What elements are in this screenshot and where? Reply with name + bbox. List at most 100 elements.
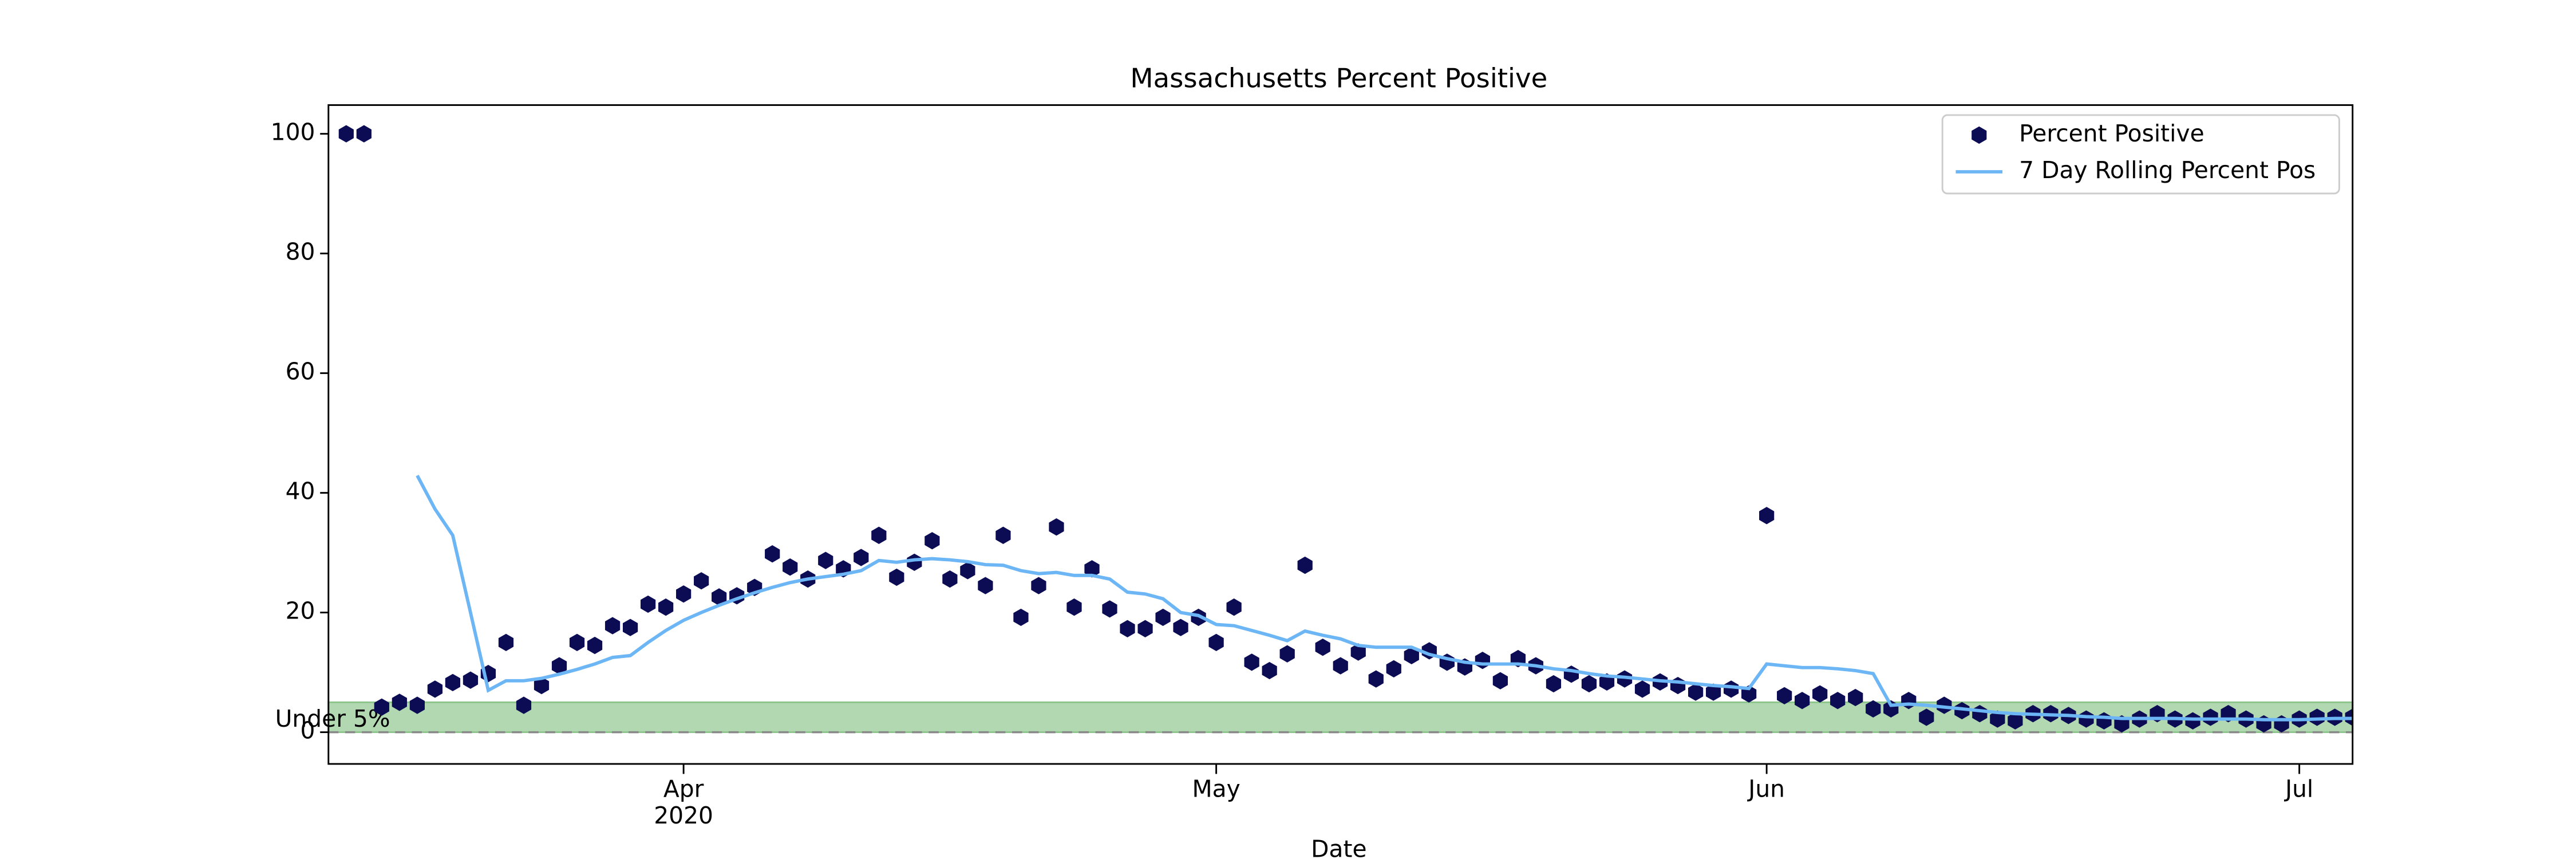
data-point <box>1866 700 1881 718</box>
data-point <box>1031 577 1046 594</box>
y-tick-label: 0 <box>301 717 315 744</box>
legend-label: 7 Day Rolling Percent Pos <box>2019 156 2316 184</box>
data-point <box>356 125 372 143</box>
data-point <box>871 526 887 544</box>
data-point <box>409 696 425 714</box>
data-point <box>1208 633 1224 651</box>
data-point <box>1013 608 1029 626</box>
data-point <box>712 588 727 606</box>
data-point <box>1848 688 1863 707</box>
data-point <box>1386 660 1401 677</box>
data-point <box>392 693 407 711</box>
x-offset-label: 2020 <box>654 802 713 829</box>
data-point <box>1137 620 1153 637</box>
data-point <box>889 568 904 586</box>
y-tick-label: 80 <box>286 238 315 266</box>
data-point <box>765 545 780 563</box>
data-point <box>854 549 869 566</box>
data-point <box>1617 670 1633 688</box>
data-point <box>1795 692 1810 710</box>
data-point <box>1546 675 1562 693</box>
legend-marker <box>1971 126 1987 144</box>
data-point <box>1084 560 1100 578</box>
y-tick-label: 40 <box>286 478 315 505</box>
data-point <box>694 572 709 590</box>
data-point <box>2203 708 2218 726</box>
data-point <box>622 618 638 636</box>
data-point <box>427 680 443 698</box>
data-point <box>783 558 798 576</box>
data-point <box>1724 680 1739 698</box>
data-point <box>1777 687 1792 704</box>
data-point <box>1705 683 1721 701</box>
data-point <box>338 125 354 143</box>
data-point <box>1990 710 2005 728</box>
data-point <box>1919 708 1934 726</box>
data-point <box>1581 675 1597 693</box>
data-point <box>978 577 993 594</box>
data-point <box>1102 600 1117 618</box>
data-point <box>2185 712 2200 730</box>
data-point <box>1475 652 1491 669</box>
data-point <box>1954 702 1970 720</box>
data-point <box>1279 645 1295 663</box>
data-point <box>1262 661 1277 680</box>
data-point <box>658 598 674 616</box>
data-point <box>1333 657 1348 675</box>
data-point <box>1066 598 1082 616</box>
data-point <box>1830 692 1846 710</box>
data-point <box>1350 643 1366 661</box>
legend-label: Percent Positive <box>2019 120 2204 147</box>
data-point <box>1937 696 1952 714</box>
x-tick-label: Jul <box>2283 775 2313 803</box>
data-point <box>818 551 833 569</box>
data-point <box>498 633 514 651</box>
data-point <box>1812 685 1828 703</box>
band-label: Under 5% <box>275 705 390 732</box>
data-point <box>1563 665 1579 683</box>
data-point <box>1492 672 1508 689</box>
data-point <box>907 553 922 571</box>
data-point <box>569 633 585 651</box>
y-tick-label: 20 <box>286 597 315 625</box>
x-tick-label: Jun <box>1747 775 1785 803</box>
x-tick-label: Apr <box>663 775 704 803</box>
data-point <box>640 595 656 613</box>
data-point <box>1688 683 1704 701</box>
data-point <box>463 671 479 689</box>
data-point <box>1670 676 1686 695</box>
data-point <box>534 676 550 695</box>
data-point <box>2079 710 2094 728</box>
data-point <box>605 617 621 635</box>
data-point <box>1634 680 1650 698</box>
data-point <box>1368 670 1384 688</box>
rolling-line <box>416 474 2353 722</box>
data-point <box>995 526 1011 544</box>
data-point <box>1297 556 1313 574</box>
legend-box <box>1941 114 2340 195</box>
data-point <box>374 698 389 716</box>
data-point <box>2008 712 2023 730</box>
data-point <box>924 532 940 550</box>
x-tick-label: May <box>1192 775 1240 803</box>
data-point <box>1173 618 1188 636</box>
data-point <box>1049 518 1064 536</box>
data-point <box>1244 653 1259 671</box>
data-point <box>516 696 532 714</box>
data-point <box>1226 598 1242 616</box>
data-point <box>676 585 692 603</box>
data-point <box>1120 620 1135 637</box>
data-point <box>551 657 567 675</box>
x-axis-label: Date <box>1311 835 1366 859</box>
y-tick-label: 60 <box>286 358 315 385</box>
data-point <box>1155 608 1171 626</box>
data-point <box>1315 639 1330 656</box>
data-point <box>960 562 975 580</box>
data-point <box>1404 647 1419 664</box>
plot-frame <box>327 104 2354 765</box>
data-point <box>1759 507 1775 525</box>
data-point <box>2309 708 2325 726</box>
data-point <box>942 570 958 588</box>
